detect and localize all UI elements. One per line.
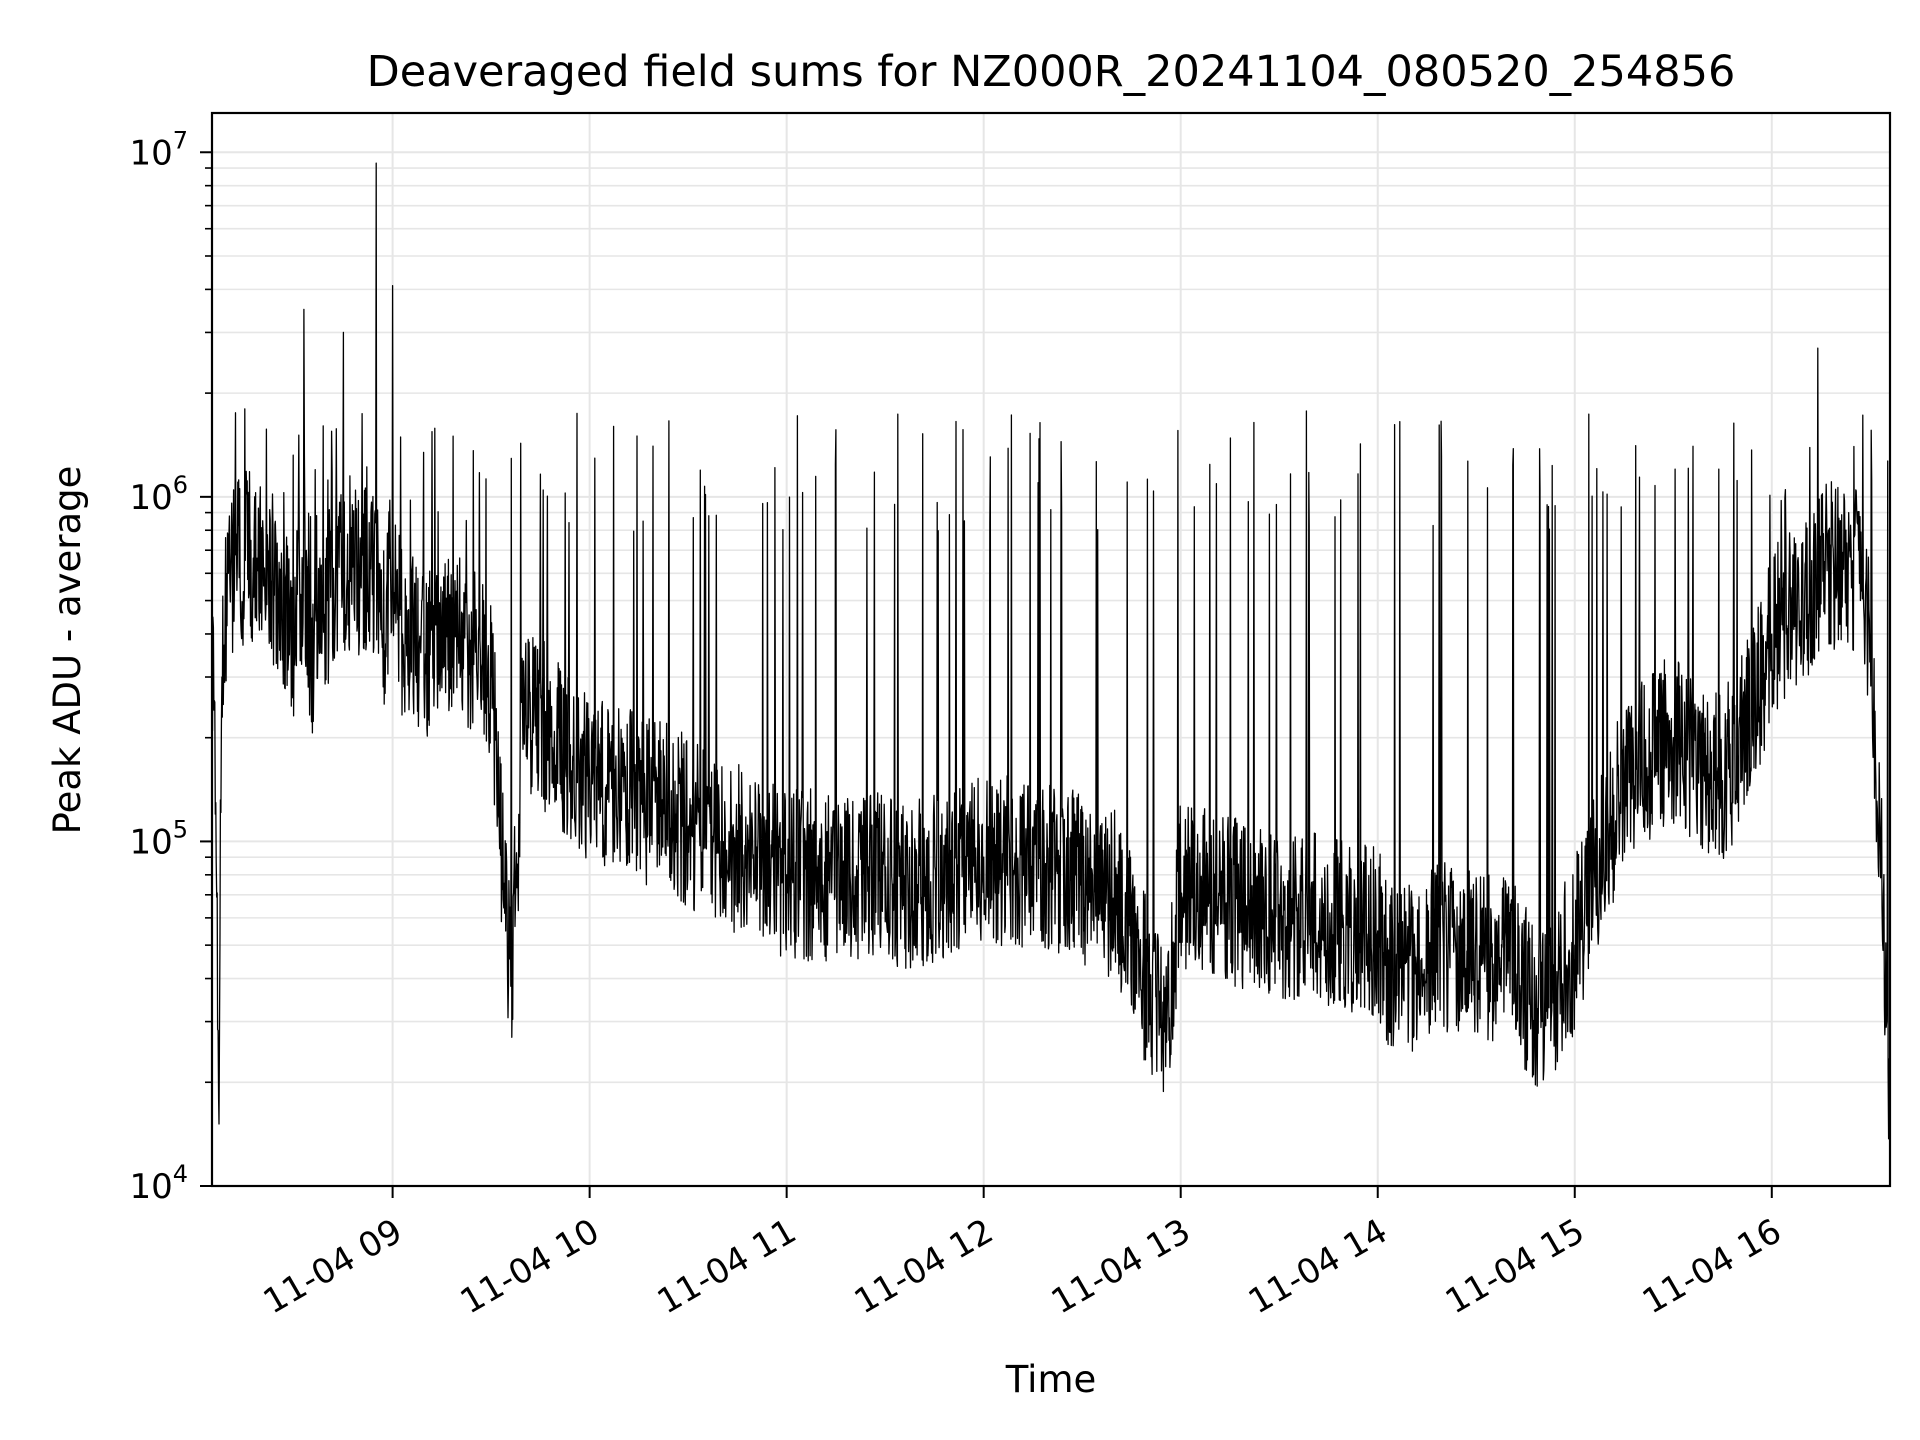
y-tick-label: 105	[129, 815, 188, 862]
y-tick-label: 106	[129, 471, 188, 518]
y-tick-label: 107	[129, 126, 188, 173]
x-axis-label: Time	[1005, 1358, 1097, 1401]
plot-frame	[210, 111, 1892, 1188]
data-series	[211, 162, 1891, 1140]
chart-title: Deaveraged field sums for NZ000R_2024110…	[367, 47, 1736, 97]
series-line	[211, 162, 1891, 1140]
y-axis-label: Peak ADU - average	[46, 466, 89, 835]
y-tick-label: 104	[129, 1160, 188, 1207]
